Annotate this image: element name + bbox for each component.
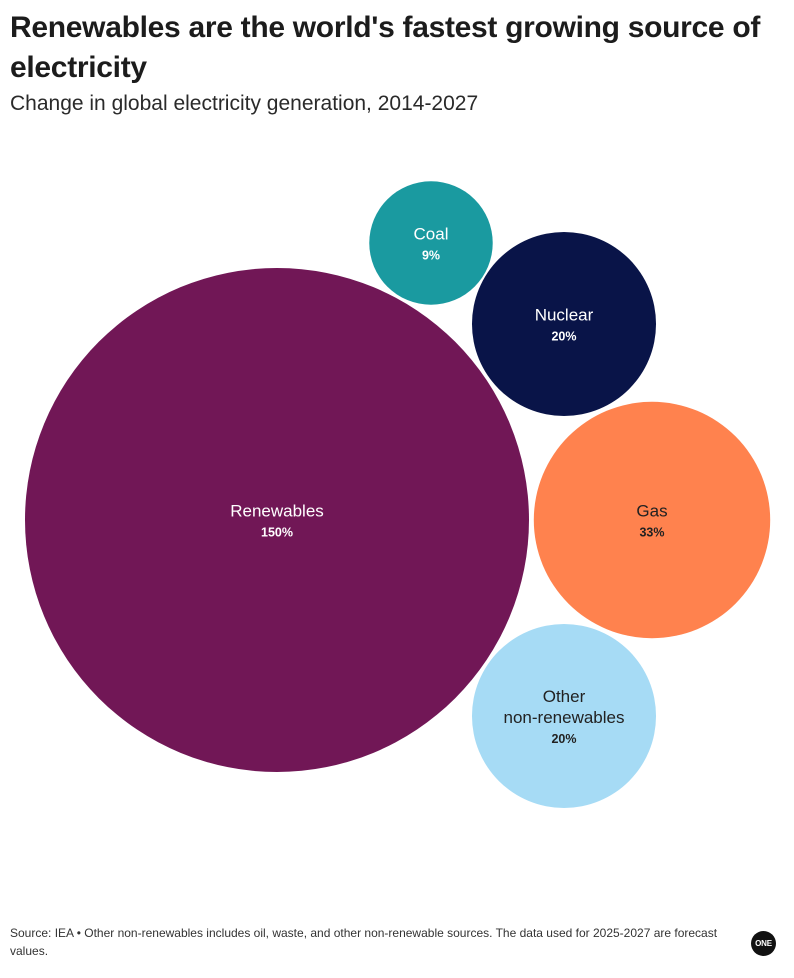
one-logo: ONE	[751, 931, 776, 956]
bubble-nuclear: Nuclear 20%	[471, 231, 657, 417]
chart-subtitle: Change in global electricity generation,…	[10, 92, 479, 115]
bubble-other-non-renewables: Other non-renewables 20%	[471, 623, 657, 809]
bubble-label-other-non-renewables-line-1: Other	[543, 687, 586, 706]
source-note: Source: IEA • Other non-renewables inclu…	[10, 926, 718, 958]
bubble-value-other-non-renewables: 20%	[551, 732, 576, 746]
bubble-circle-renewables	[25, 268, 529, 772]
bubble-circle-other-non-renewables	[471, 623, 657, 809]
bubble-renewables: Renewables 150%	[25, 268, 529, 772]
bubble-circle-coal	[369, 181, 493, 305]
bubble-value-renewables: 150%	[261, 526, 293, 540]
bubble-value-nuclear: 20%	[551, 330, 576, 344]
bubble-value-coal: 9%	[422, 249, 440, 263]
bubble-label-renewables: Renewables	[230, 502, 324, 521]
bubble-circle-gas	[533, 401, 771, 639]
bubble-circle-nuclear	[471, 231, 657, 417]
bubble-label-nuclear: Nuclear	[535, 306, 594, 325]
bubble-gas: Gas 33%	[533, 401, 771, 639]
bubble-coal: Coal 9%	[369, 181, 493, 305]
bubble-label-gas: Gas	[636, 502, 667, 521]
bubble-value-gas: 33%	[639, 526, 664, 540]
bubble-label-coal: Coal	[414, 225, 449, 244]
bubble-label-other-non-renewables-line-2: non-renewables	[504, 708, 625, 727]
chart-title: Renewables are the world's fastest growi…	[10, 11, 761, 84]
